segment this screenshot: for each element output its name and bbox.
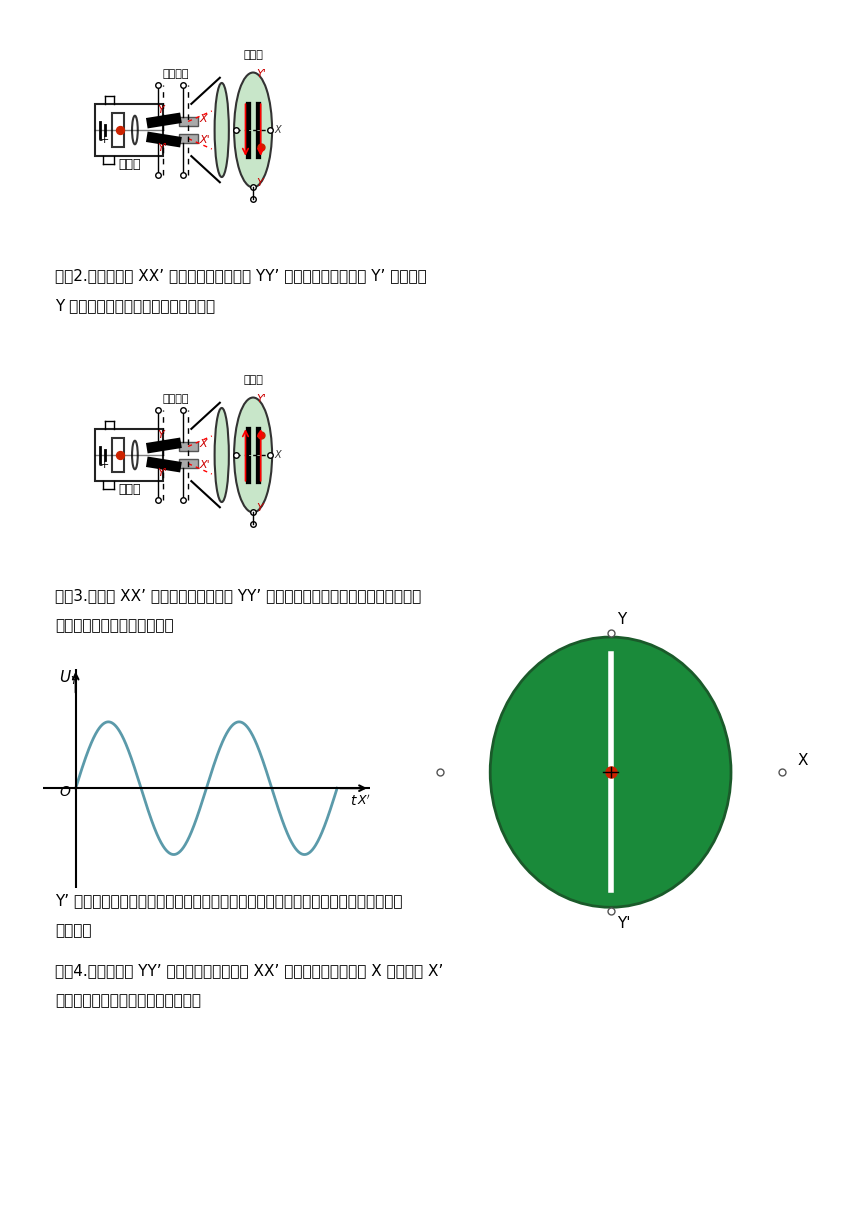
Ellipse shape — [132, 440, 138, 469]
Text: 光屏会看到的什么样的图形？: 光屏会看到的什么样的图形？ — [55, 618, 174, 634]
Text: Y: Y — [256, 178, 262, 187]
Text: 荧光屏: 荧光屏 — [243, 50, 263, 61]
Ellipse shape — [215, 409, 229, 502]
Text: X': X' — [200, 461, 210, 471]
Ellipse shape — [215, 83, 229, 178]
Text: 电子枪: 电子枪 — [119, 158, 141, 170]
Text: $X'$: $X'$ — [357, 793, 371, 807]
Ellipse shape — [234, 398, 272, 512]
Bar — [179, 458, 198, 468]
Text: Y 高，电子将打在荧光屏的什么位置？: Y 高，电子将打在荧光屏的什么位置？ — [55, 298, 215, 313]
Text: Y': Y' — [157, 143, 168, 153]
Text: X: X — [274, 450, 280, 460]
Text: Y: Y — [617, 613, 626, 627]
Text: 荧光屏: 荧光屏 — [243, 376, 263, 385]
FancyBboxPatch shape — [95, 103, 163, 156]
Text: $t$: $t$ — [350, 794, 358, 807]
Ellipse shape — [132, 116, 138, 145]
Text: 偏转电极: 偏转电极 — [162, 69, 188, 79]
Text: X: X — [274, 125, 280, 135]
Bar — [179, 117, 198, 126]
Text: 的亮线。: 的亮线。 — [55, 923, 91, 938]
Bar — [112, 113, 124, 147]
Text: Y': Y' — [256, 394, 266, 404]
Text: X: X — [200, 114, 207, 124]
Text: $U_Y$: $U_Y$ — [59, 668, 80, 687]
Text: Y: Y — [256, 502, 262, 513]
Text: 思考3.如果在 XX’ 之间不加电压，而在 YY’ 之间加按图示的规律变化的电压，在荧: 思考3.如果在 XX’ 之间不加电压，而在 YY’ 之间加按图示的规律变化的电压… — [55, 589, 421, 603]
FancyBboxPatch shape — [95, 429, 163, 482]
Text: +: + — [100, 461, 109, 471]
Bar — [179, 441, 198, 451]
Text: 高，电子将打在荧光屏的什么位置？: 高，电子将打在荧光屏的什么位置？ — [55, 993, 201, 1008]
Text: Y': Y' — [157, 468, 168, 478]
Text: $O$: $O$ — [59, 786, 71, 799]
Text: 思考4.如果在电极 YY’ 之间不加电压，而在 XX’ 之间加不变电压，使 X 的电势比 X’: 思考4.如果在电极 YY’ 之间不加电压，而在 XX’ 之间加不变电压，使 X … — [55, 963, 444, 978]
Ellipse shape — [234, 73, 272, 187]
Bar — [179, 134, 198, 143]
Text: X: X — [797, 754, 808, 769]
Text: Y': Y' — [256, 69, 266, 79]
Text: Y’ 随信号电压同步变化，但由于视觉暂留和荧光物质的残光特性，只能看到一条竖直: Y’ 随信号电压同步变化，但由于视觉暂留和荧光物质的残光特性，只能看到一条竖直 — [55, 893, 402, 908]
Text: X: X — [200, 439, 207, 450]
Text: +: + — [100, 135, 109, 145]
Text: Y: Y — [157, 105, 164, 114]
Bar — [112, 438, 124, 472]
Ellipse shape — [490, 637, 731, 907]
Text: 偏转电极: 偏转电极 — [162, 394, 188, 404]
Text: -: - — [99, 135, 102, 145]
Text: 电子枪: 电子枪 — [119, 483, 141, 496]
Text: -: - — [99, 461, 102, 471]
Text: 思考2.如果在电极 XX’ 之间不加电压，而在 YY’ 之间加不变电压，使 Y’ 的电势比: 思考2.如果在电极 XX’ 之间不加电压，而在 YY’ 之间加不变电压，使 Y’… — [55, 268, 427, 283]
Text: Y': Y' — [617, 917, 630, 931]
Text: X': X' — [200, 135, 210, 145]
Text: Y: Y — [157, 430, 164, 440]
